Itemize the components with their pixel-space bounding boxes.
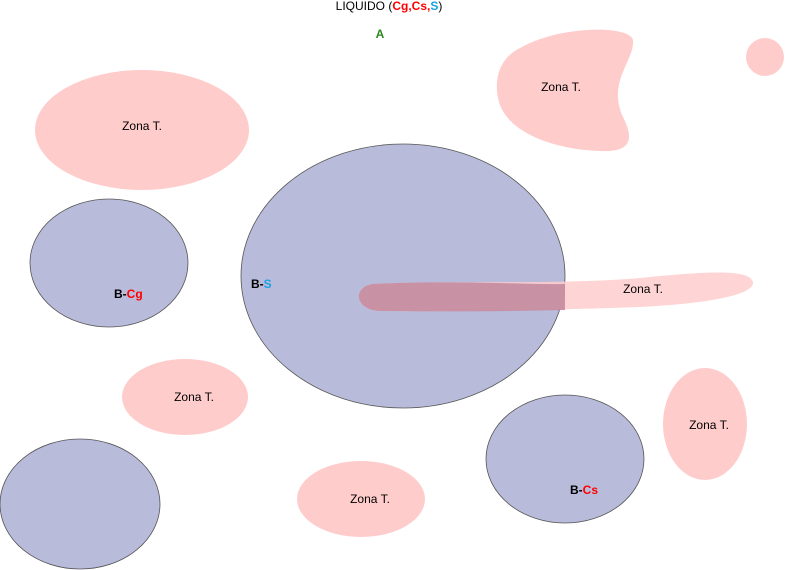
- b-cg-prefix: B-: [114, 287, 127, 301]
- b-unlabeled-region: [0, 438, 161, 570]
- title-suffix: ): [438, 0, 442, 13]
- zone-top-left: [35, 70, 249, 190]
- zone-small-circle: [746, 38, 784, 76]
- zone-top-right-crescent: [496, 29, 634, 152]
- title-comma-1: ,: [408, 0, 411, 13]
- b-cs-prefix: B-: [570, 483, 583, 497]
- title-comma-2: ,: [427, 0, 430, 13]
- b-cs-region: [485, 394, 645, 524]
- b-cs-suffix: Cs: [583, 483, 599, 497]
- zone-band-label: Zona T.: [623, 282, 663, 296]
- b-cg-label: B-Cg: [114, 287, 143, 301]
- zone-band-overlap: [358, 282, 565, 312]
- zone-bottom-center-label: Zona T.: [350, 492, 390, 506]
- b-s-suffix: S: [264, 277, 272, 291]
- title-cg: Cg: [392, 0, 408, 13]
- zone-bottom-center: [297, 461, 425, 537]
- zone-top-left-label: Zona T.: [122, 119, 162, 133]
- zone-mid-left-label: Zona T.: [174, 390, 214, 404]
- diagram-title: LIQUIDO (Cg,Cs,S): [336, 0, 443, 13]
- title-s: S: [430, 0, 438, 13]
- b-cg-suffix: Cg: [127, 287, 143, 301]
- b-s-prefix: B-: [251, 277, 264, 291]
- phase-a-label: A: [376, 27, 385, 41]
- b-cg-region: [29, 198, 189, 328]
- zone-mid-left: [122, 359, 248, 435]
- title-prefix: LIQUIDO (: [336, 0, 393, 13]
- title-cs: Cs: [412, 0, 428, 13]
- b-s-label: B-S: [251, 277, 272, 291]
- zone-right-oval: [663, 368, 747, 480]
- b-s-region: [240, 143, 566, 409]
- zone-right-oval-label: Zona T.: [689, 418, 729, 432]
- zone-top-right-label: Zona T.: [541, 80, 581, 94]
- b-cs-label: B-Cs: [570, 483, 598, 497]
